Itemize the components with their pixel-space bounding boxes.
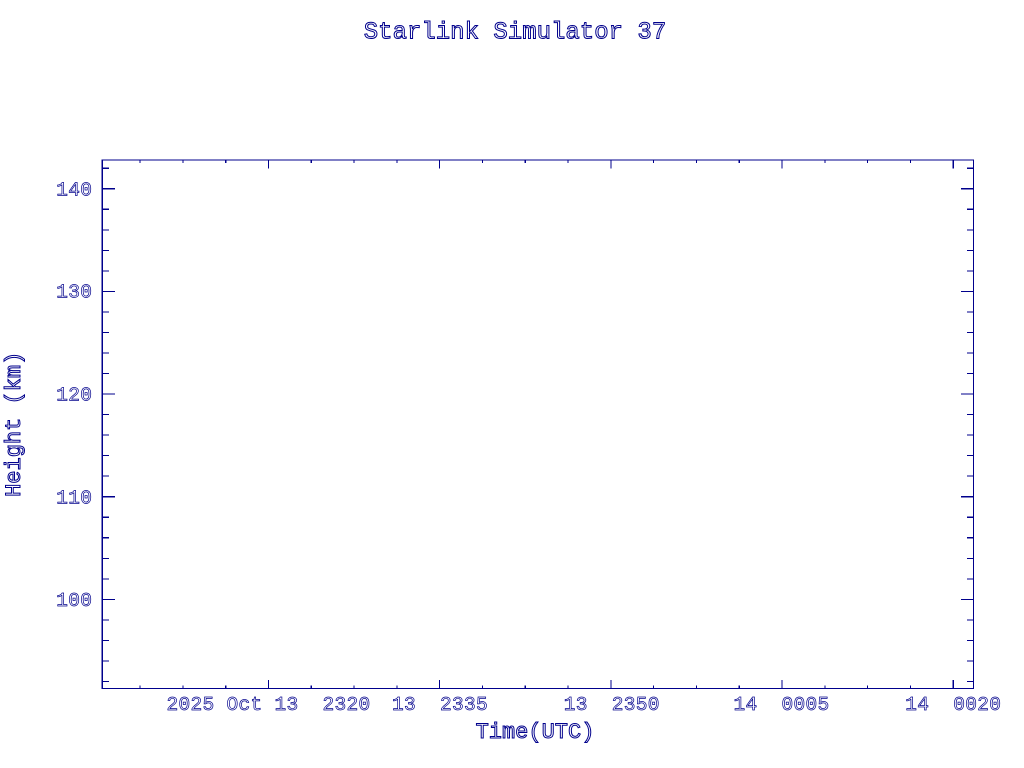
svg-text:13 2335: 13 2335 bbox=[392, 694, 488, 716]
svg-text:Height (km): Height (km) bbox=[2, 352, 27, 497]
svg-text:130: 130 bbox=[56, 281, 92, 303]
svg-text:2025 Oct 13 2320: 2025 Oct 13 2320 bbox=[167, 694, 371, 716]
svg-text:Time(UTC): Time(UTC) bbox=[476, 720, 595, 745]
svg-text:Starlink Simulator 37: Starlink Simulator 37 bbox=[364, 20, 666, 47]
svg-text:14 0005: 14 0005 bbox=[734, 694, 830, 716]
svg-text:110: 110 bbox=[56, 488, 92, 510]
svg-text:140: 140 bbox=[56, 179, 92, 201]
svg-text:100: 100 bbox=[56, 590, 92, 612]
svg-text:13 2350: 13 2350 bbox=[564, 694, 660, 716]
svg-text:120: 120 bbox=[56, 384, 92, 406]
svg-text:14 0020: 14 0020 bbox=[905, 694, 1001, 716]
